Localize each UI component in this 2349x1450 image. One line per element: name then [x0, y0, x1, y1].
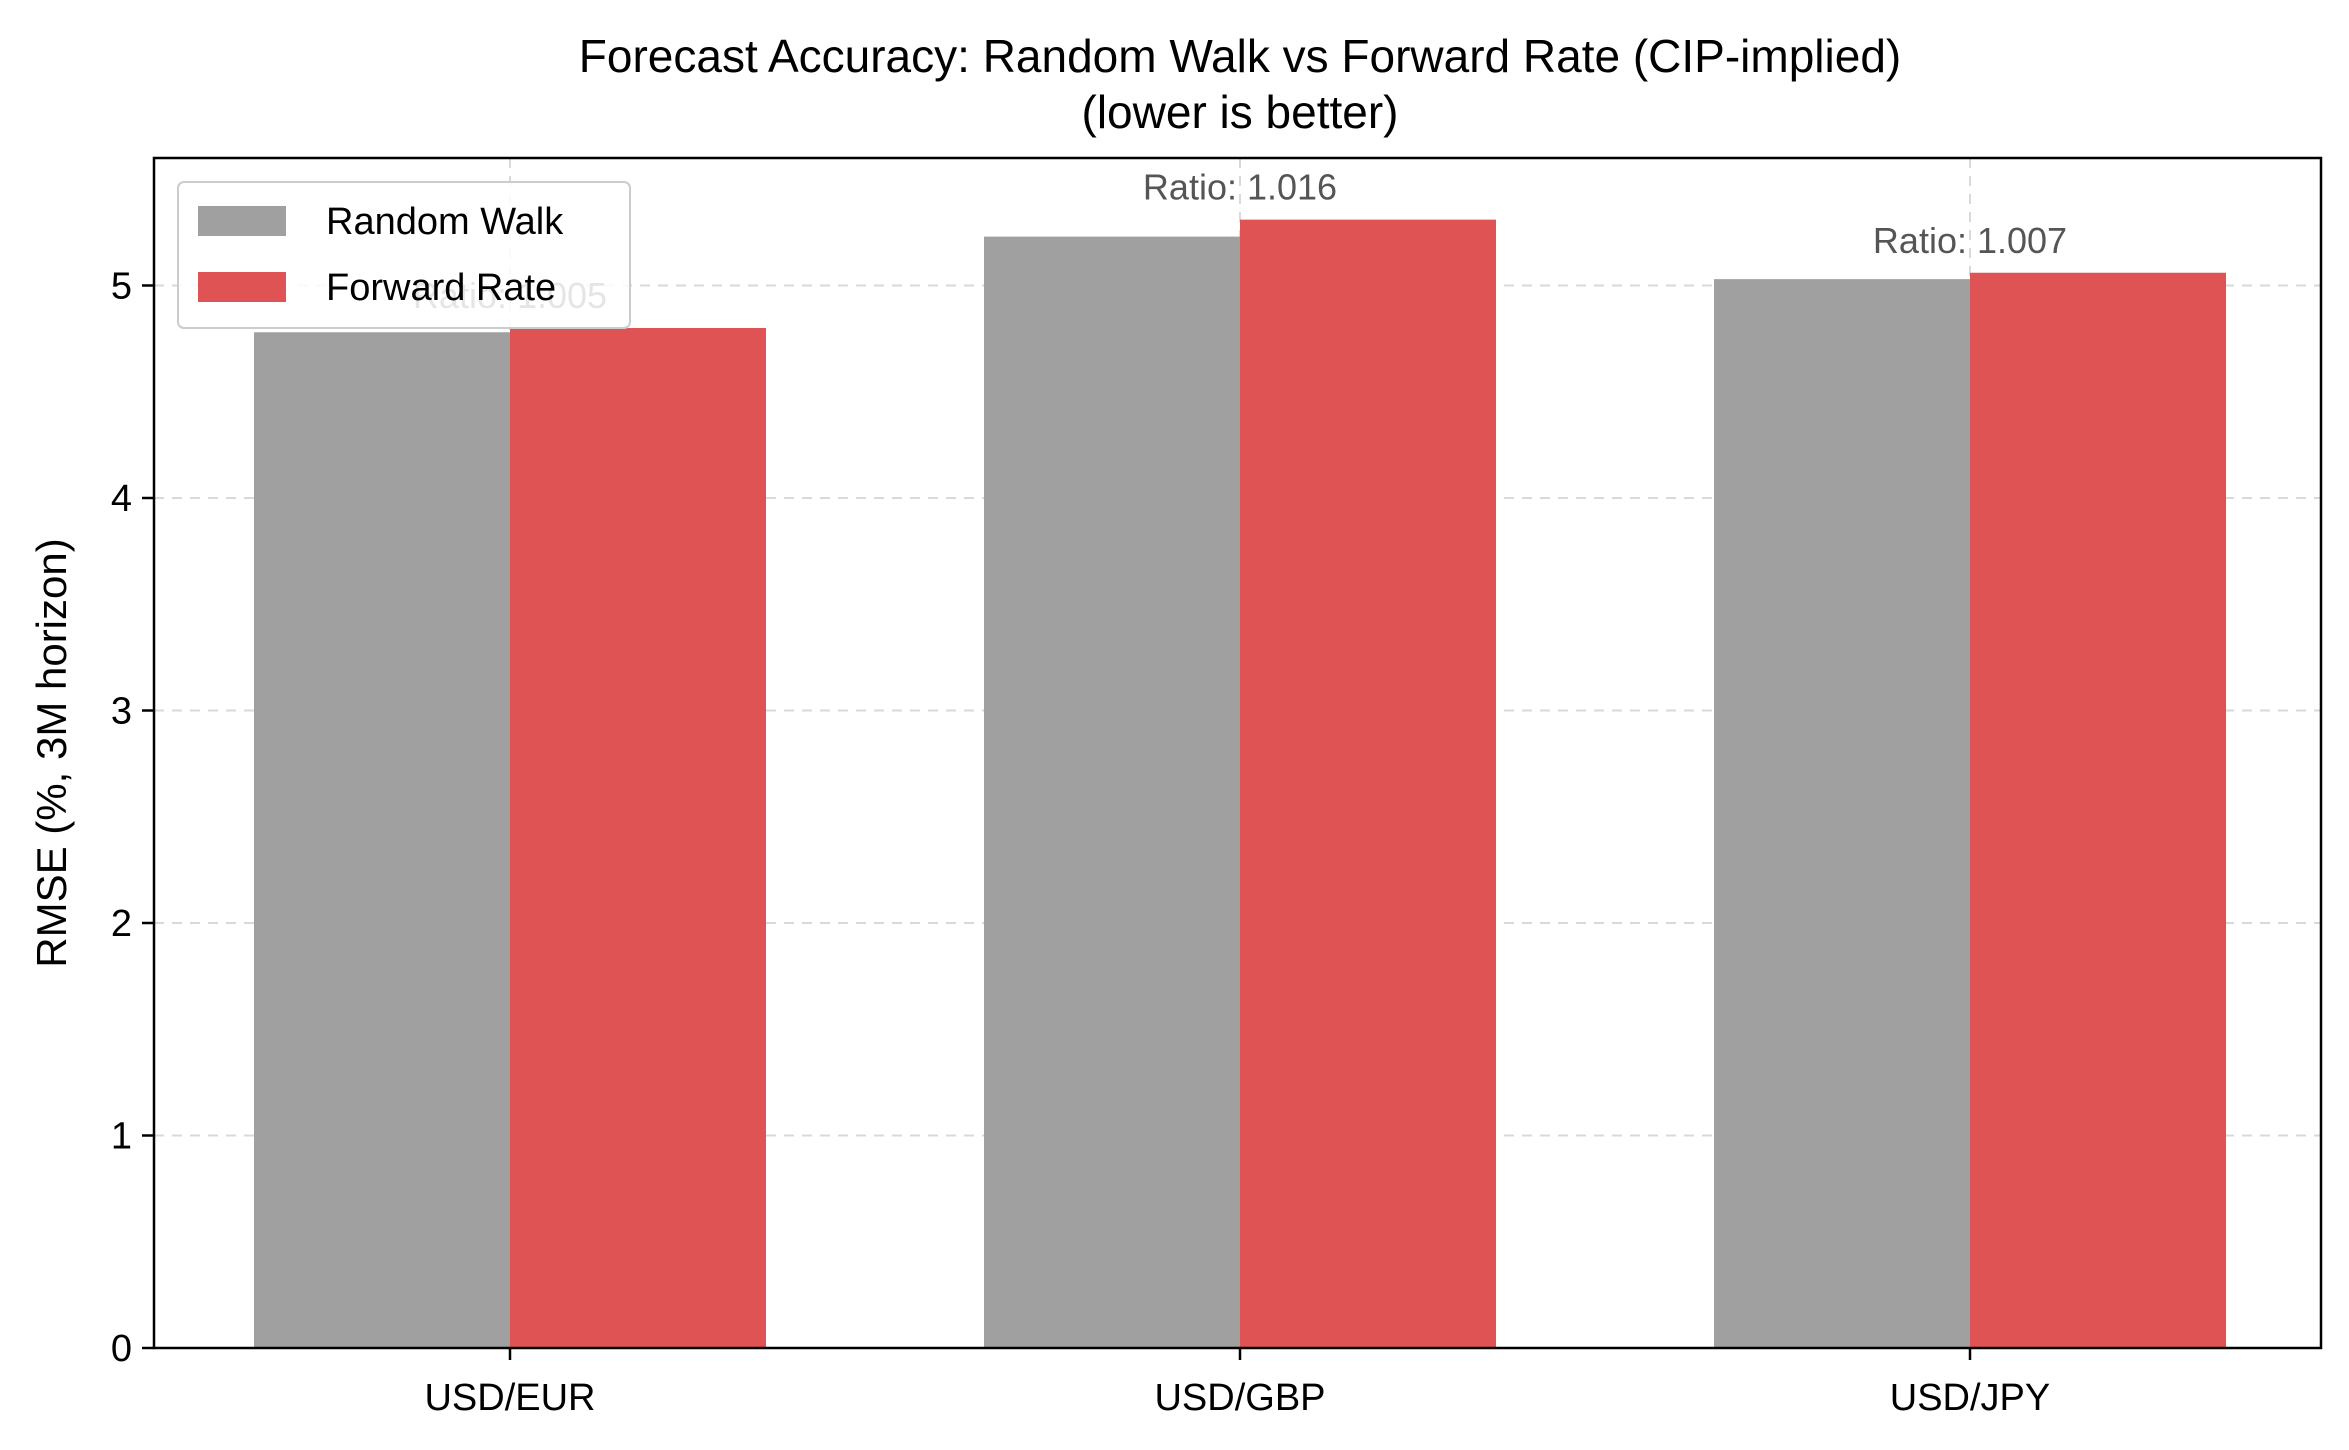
y-tick-label-1: 1 — [111, 1116, 132, 1158]
chart-title-line1: Forecast Accuracy: Random Walk vs Forwar… — [579, 30, 1901, 82]
bar-random-walk-usd-jpy — [1714, 279, 1970, 1348]
chart-title-line2: (lower is better) — [1082, 86, 1399, 138]
y-tick-label-3: 3 — [111, 691, 132, 733]
legend-swatch-random-walk — [198, 206, 286, 236]
legend-swatch-forward-rate — [198, 272, 286, 302]
legend-label-forward-rate: Forward Rate — [326, 267, 556, 309]
x-axis: USD/EUR USD/GBP USD/JPY — [424, 1348, 2050, 1419]
y-tick-label-2: 2 — [111, 903, 132, 945]
y-axis-label: RMSE (%, 3M horizon) — [28, 538, 75, 967]
y-tick-label-0: 0 — [111, 1328, 132, 1370]
ratio-label-usd-gbp: Ratio: 1.016 — [1143, 167, 1337, 208]
bar-random-walk-usd-gbp — [984, 236, 1240, 1348]
y-tick-label-4: 4 — [111, 478, 132, 520]
x-tick-label-usd-gbp: USD/GBP — [1154, 1377, 1325, 1419]
bar-forward-rate-usd-jpy — [1970, 272, 2226, 1348]
plot-frame — [152, 156, 2323, 1350]
y-axis: 0 1 2 3 4 5 — [111, 266, 154, 1370]
bar-forward-rate-usd-eur — [510, 328, 766, 1348]
legend: Random Walk Forward Rate — [177, 181, 631, 329]
bar-forward-rate-usd-gbp — [1240, 219, 1496, 1348]
legend-frame — [177, 181, 631, 329]
y-tick-label-5: 5 — [111, 266, 132, 308]
ratio-label-usd-jpy: Ratio: 1.007 — [1873, 220, 2067, 261]
x-tick-label-usd-eur: USD/EUR — [424, 1377, 595, 1419]
legend-label-random-walk: Random Walk — [326, 201, 564, 243]
bar-random-walk-usd-eur — [254, 332, 510, 1348]
bars — [254, 219, 2226, 1348]
x-tick-label-usd-jpy: USD/JPY — [1890, 1377, 2050, 1419]
